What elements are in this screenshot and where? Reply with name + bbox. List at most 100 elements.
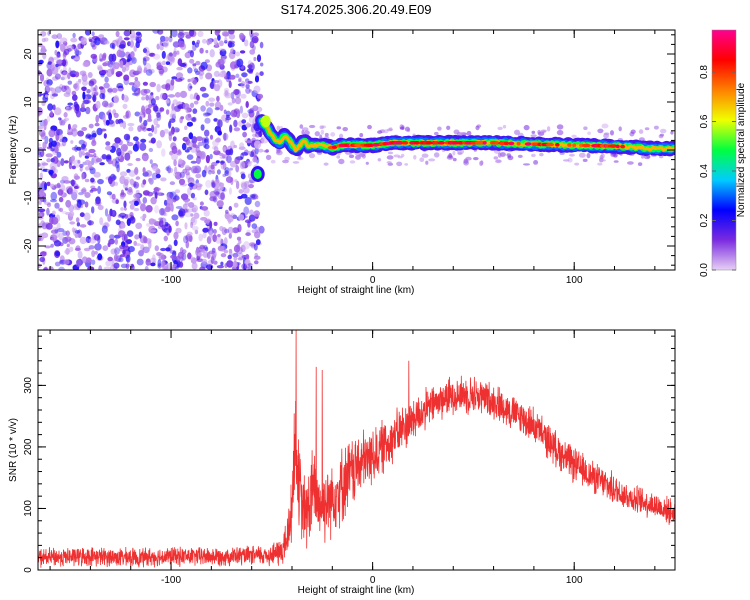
noise-blob <box>75 259 82 268</box>
noise-blob <box>51 66 59 75</box>
noise-blob <box>233 144 237 149</box>
secondary-blob-core <box>253 169 262 179</box>
noise-blob <box>222 132 229 141</box>
noise-blob <box>94 200 102 206</box>
noise-blob <box>190 192 196 199</box>
noise-blob <box>61 139 67 147</box>
noise-blob <box>85 106 91 115</box>
noise-blob <box>58 117 62 121</box>
noise-blob <box>126 239 132 245</box>
noise-blob <box>254 140 261 149</box>
ridge-peak <box>437 141 445 145</box>
noise-blob <box>338 158 345 165</box>
noise-blob <box>64 236 72 242</box>
noise-blob <box>209 102 215 107</box>
noise-blob <box>100 128 107 132</box>
noise-blob <box>143 119 148 127</box>
noise-blob <box>146 127 152 132</box>
noise-blob <box>251 133 258 137</box>
noise-blob <box>386 155 394 160</box>
noise-blob <box>103 82 110 89</box>
noise-blob <box>120 144 128 152</box>
noise-blob <box>240 173 246 180</box>
noise-blob <box>98 86 104 90</box>
noise-blob <box>60 43 66 53</box>
noise-blob <box>61 176 69 182</box>
noise-blob <box>39 256 45 263</box>
noise-blob <box>308 153 316 159</box>
noise-blob <box>98 265 103 270</box>
noise-blob <box>386 128 393 132</box>
noise-blob <box>44 94 49 98</box>
noise-blob <box>82 72 86 77</box>
noise-blob <box>74 175 80 180</box>
noise-blob <box>104 208 109 217</box>
noise-blob <box>146 118 153 123</box>
noise-blob <box>112 175 117 181</box>
noise-blob <box>78 150 83 158</box>
noise-blob <box>50 243 54 248</box>
noise-blob <box>118 44 126 49</box>
y-tick-label: -10 <box>23 190 34 205</box>
noise-blob <box>229 74 236 80</box>
noise-blob <box>209 49 215 58</box>
noise-blob <box>149 159 153 165</box>
noise-blob <box>259 41 264 49</box>
noise-blob <box>184 211 192 218</box>
noise-blob <box>641 155 645 159</box>
noise-blob <box>142 190 150 196</box>
noise-blob <box>205 100 210 107</box>
noise-blob <box>163 39 169 48</box>
noise-blob <box>252 32 259 37</box>
noise-blob <box>75 110 81 118</box>
noise-blob <box>225 149 232 156</box>
noise-blob <box>240 244 246 253</box>
noise-blob <box>153 126 158 135</box>
noise-blob <box>199 86 207 92</box>
noise-blob <box>189 102 195 109</box>
noise-blob <box>195 146 200 154</box>
noise-blob <box>236 236 242 241</box>
noise-blob <box>249 107 255 114</box>
noise-blob <box>245 254 250 260</box>
noise-blob <box>197 30 204 37</box>
noise-blob <box>148 147 154 153</box>
noise-blob <box>150 137 156 144</box>
ridge-peak <box>494 141 499 145</box>
noise-blob <box>216 169 221 175</box>
noise-blob <box>53 184 61 189</box>
noise-blob <box>81 86 87 92</box>
noise-blob <box>563 159 570 162</box>
noise-blob <box>209 230 213 239</box>
noise-blob <box>644 127 650 131</box>
noise-blob <box>205 179 212 188</box>
noise-blob <box>113 262 120 269</box>
noise-blob <box>156 43 160 50</box>
noise-blob <box>140 216 146 220</box>
noise-blob <box>230 91 235 100</box>
noise-blob <box>113 254 118 262</box>
noise-blob <box>199 47 204 54</box>
noise-blob <box>81 127 88 131</box>
noise-blob <box>224 92 232 99</box>
noise-blob <box>38 143 41 147</box>
noise-blob <box>211 182 216 188</box>
noise-blob <box>88 80 95 87</box>
noise-blob <box>232 260 238 268</box>
x-tick-label: 0 <box>370 575 376 586</box>
noise-blob <box>168 35 173 43</box>
noise-blob <box>493 156 499 160</box>
noise-blob <box>165 109 170 115</box>
noise-blob <box>91 140 97 147</box>
noise-blob <box>185 240 190 249</box>
noise-blob <box>187 202 195 208</box>
noise-blob <box>199 201 204 206</box>
noise-blob <box>192 63 197 67</box>
noise-blob <box>284 156 290 161</box>
noise-blob <box>670 131 674 135</box>
noise-blob <box>39 172 43 181</box>
noise-blob <box>145 69 153 76</box>
noise-blob <box>118 230 126 238</box>
noise-blob <box>138 250 144 257</box>
noise-blob <box>349 160 356 164</box>
